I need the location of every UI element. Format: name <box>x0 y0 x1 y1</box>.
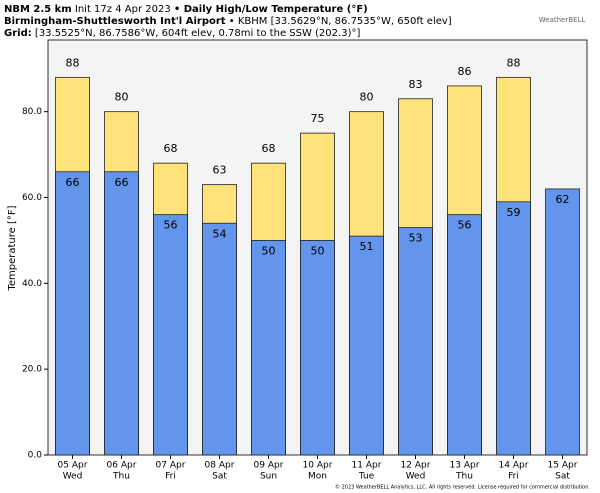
y-tick-label: 0.0 <box>28 451 43 461</box>
y-tick-label: 40.0 <box>22 279 42 289</box>
header-line-3: Grid: [33.5525°N, 86.7586°W, 604ft elev,… <box>4 28 360 39</box>
footer: © 2023 WeatherBELL Analytics, LLC. All r… <box>335 484 590 491</box>
bar <box>349 235 384 456</box>
bar <box>55 171 90 456</box>
x-tick-label: 13 Apr <box>450 461 480 471</box>
value-label: 62 <box>556 193 570 206</box>
y-tick-label: 80.0 <box>22 107 42 117</box>
value-label: 83 <box>409 78 423 91</box>
bar <box>251 240 286 456</box>
y-tick-label: 60.0 <box>22 193 42 203</box>
model: NBM 2.5 km <box>4 4 72 15</box>
station: Birmingham-Shuttlesworth Int'l Airport <box>4 16 226 27</box>
header-line-2: Birmingham-Shuttlesworth Int'l Airport •… <box>4 16 452 27</box>
x-tick-weekday: Thu <box>455 472 473 482</box>
value-label: 51 <box>360 240 374 253</box>
bar <box>545 188 580 456</box>
x-tick-label: 09 Apr <box>254 461 284 471</box>
value-label: 56 <box>164 219 178 232</box>
init: Init 17z 4 Apr 2023 <box>75 4 171 15</box>
value-label: 59 <box>507 206 521 219</box>
value-label: 50 <box>311 244 325 257</box>
value-label: 66 <box>66 176 80 189</box>
x-tick-label: 08 Apr <box>205 461 235 471</box>
value-label: 53 <box>409 232 423 245</box>
x-tick-label: 10 Apr <box>303 461 333 471</box>
x-tick-weekday: Wed <box>406 472 426 482</box>
bar <box>398 227 433 456</box>
logo: WeatherBELL <box>539 16 586 24</box>
x-tick-weekday: Sat <box>212 472 227 482</box>
x-tick-label: 05 Apr <box>58 461 88 471</box>
product: • Daily High/Low Temperature (°F) <box>174 4 368 15</box>
value-label: 88 <box>66 56 80 69</box>
x-tick-label: 11 Apr <box>352 461 382 471</box>
x-tick-label: 06 Apr <box>107 461 137 471</box>
x-tick-label: 12 Apr <box>401 461 431 471</box>
bar <box>447 214 482 456</box>
grid-info: [33.5525°N, 86.7586°W, 604ft elev, 0.78m… <box>35 28 361 39</box>
bar <box>496 201 531 456</box>
y-axis-label: Temperature [°F] <box>7 205 18 291</box>
value-label: 86 <box>458 65 472 78</box>
header-line-1: NBM 2.5 km Init 17z 4 Apr 2023 • Daily H… <box>4 4 368 15</box>
bar <box>153 214 188 456</box>
value-label: 75 <box>311 112 325 125</box>
bar <box>202 222 237 456</box>
bar <box>104 171 139 456</box>
value-label: 63 <box>213 164 227 177</box>
grid-label: Grid: <box>4 28 32 39</box>
value-label: 88 <box>507 56 521 69</box>
x-tick-weekday: Mon <box>308 472 327 482</box>
value-label: 56 <box>458 219 472 232</box>
value-label: 66 <box>115 176 129 189</box>
x-tick-weekday: Sat <box>555 472 570 482</box>
x-tick-label: 15 Apr <box>548 461 578 471</box>
x-tick-weekday: Thu <box>112 472 130 482</box>
y-tick-label: 20.0 <box>22 365 42 375</box>
x-tick-weekday: Fri <box>508 472 519 482</box>
value-label: 68 <box>262 142 276 155</box>
bar <box>300 240 335 456</box>
x-tick-weekday: Fri <box>165 472 176 482</box>
x-tick-weekday: Tue <box>358 472 375 482</box>
station-info: • KBHM [33.5629°N, 86.7535°W, 650ft elev… <box>229 16 452 27</box>
x-tick-weekday: Sun <box>260 472 277 482</box>
value-label: 54 <box>213 227 227 240</box>
value-label: 80 <box>360 91 374 104</box>
x-tick-weekday: Wed <box>63 472 83 482</box>
value-label: 68 <box>164 142 178 155</box>
x-tick-label: 07 Apr <box>156 461 186 471</box>
value-label: 80 <box>115 91 129 104</box>
value-label: 50 <box>262 244 276 257</box>
x-tick-label: 14 Apr <box>499 461 529 471</box>
